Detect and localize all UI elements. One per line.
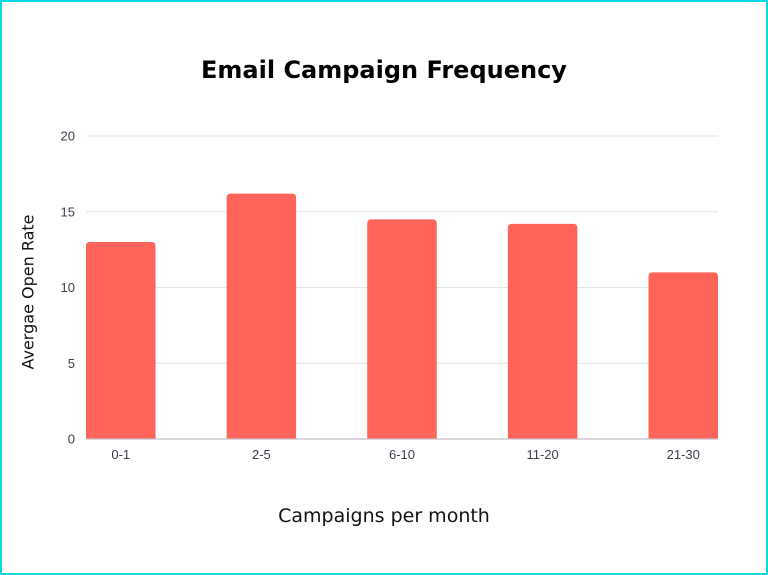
x-tick-label: 0-1 <box>111 447 130 462</box>
bar-2-5 <box>226 193 297 439</box>
bar-11-20 <box>507 223 578 439</box>
chart-title: Email Campaign Frequency <box>201 56 567 84</box>
x-tick-label: 11-20 <box>526 447 558 462</box>
y-tick-label: 15 <box>61 204 75 219</box>
y-tick-label: 0 <box>68 432 75 447</box>
y-tick-label: 20 <box>61 129 75 144</box>
x-tick-label: 2-5 <box>252 447 271 462</box>
bar-21-30 <box>648 272 718 439</box>
x-tick-label: 21-30 <box>667 447 700 462</box>
y-tick-label: 5 <box>68 356 75 371</box>
x-axis-label: Campaigns per month <box>278 505 490 527</box>
bar-6-10 <box>367 219 437 439</box>
x-tick-label: 6-10 <box>389 447 415 462</box>
y-tick-label: 10 <box>61 280 75 295</box>
bar-0-1 <box>86 242 156 439</box>
